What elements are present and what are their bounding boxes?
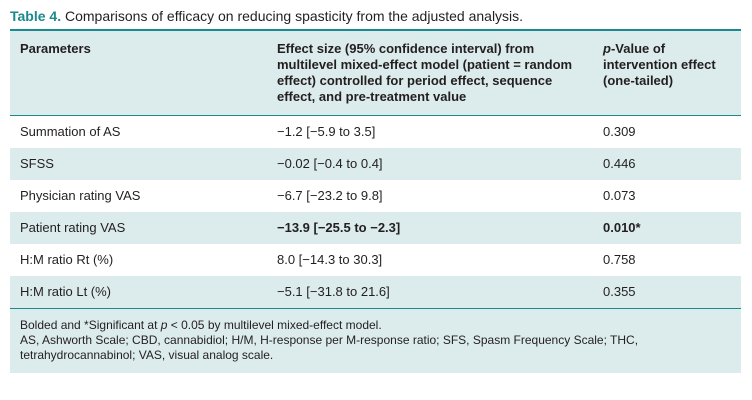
row-parameter: Physician rating VAS bbox=[20, 188, 141, 203]
row-effect: −5.1 [−31.8 to 21.6] bbox=[267, 276, 593, 309]
row-effect: 8.0 [−14.3 to 30.3] bbox=[277, 252, 383, 267]
table-number: Table 4. bbox=[10, 8, 62, 24]
table-row: Patient rating VAS −13.9 [−25.5 to −2.3]… bbox=[10, 212, 741, 244]
header-p-italic: p bbox=[603, 41, 611, 56]
row-p: 0.073 bbox=[603, 188, 636, 203]
table-row: Summation of AS −1.2 [−5.9 to 3.5] 0.309 bbox=[10, 116, 741, 149]
table-footnote: Bolded and *Significant at p < 0.05 by m… bbox=[10, 309, 741, 373]
header-row: Parameters Effect size (95% confidence i… bbox=[10, 31, 741, 116]
footnote-abbreviations: AS, Ashworth Scale; CBD, cannabidiol; H/… bbox=[20, 333, 639, 362]
header-p-value: p-Value of intervention effect (one-tail… bbox=[593, 31, 741, 116]
row-parameter: Summation of AS bbox=[20, 124, 121, 139]
table-row: H:M ratio Rt (%) 8.0 [−14.3 to 30.3] 0.7… bbox=[10, 244, 741, 276]
row-effect: −6.7 [−23.2 to 9.8] bbox=[277, 188, 383, 203]
header-effect-size: Effect size (95% confidence interval) fr… bbox=[267, 31, 593, 116]
row-effect-bold: −13.9 [−25.5 to −2.3] bbox=[267, 212, 593, 244]
table-container: Parameters Effect size (95% confidence i… bbox=[10, 29, 741, 373]
header-p-rest: -Value of intervention effect (one-taile… bbox=[603, 41, 716, 88]
table-title: Comparisons of efficacy on reducing spas… bbox=[64, 8, 524, 24]
efficacy-table: Parameters Effect size (95% confidence i… bbox=[10, 31, 741, 309]
footnote-p-italic: p bbox=[160, 318, 168, 332]
row-parameter: H:M ratio Lt (%) bbox=[10, 276, 267, 309]
row-parameter: Patient rating VAS bbox=[10, 212, 267, 244]
table-row: Physician rating VAS −6.7 [−23.2 to 9.8]… bbox=[10, 180, 741, 212]
footnote-significance: Bolded and *Significant at p < 0.05 by m… bbox=[20, 318, 731, 333]
row-p: 0.309 bbox=[603, 124, 636, 139]
table-row: H:M ratio Lt (%) −5.1 [−31.8 to 21.6] 0.… bbox=[10, 276, 741, 309]
footnote-text: Bolded and *Significant at bbox=[20, 318, 161, 332]
header-parameters: Parameters bbox=[10, 31, 267, 116]
row-parameter: SFSS bbox=[10, 148, 267, 180]
row-effect: −0.02 [−0.4 to 0.4] bbox=[267, 148, 593, 180]
table-row: SFSS −0.02 [−0.4 to 0.4] 0.446 bbox=[10, 148, 741, 180]
row-p: 0.446 bbox=[593, 148, 741, 180]
row-p-bold: 0.010* bbox=[593, 212, 741, 244]
row-effect: −1.2 [−5.9 to 3.5] bbox=[277, 124, 376, 139]
row-p: 0.758 bbox=[603, 252, 636, 267]
row-p: 0.355 bbox=[593, 276, 741, 309]
row-parameter: H:M ratio Rt (%) bbox=[20, 252, 114, 267]
footnote-text: < 0.05 by multilevel mixed-effect model. bbox=[167, 318, 382, 332]
table-caption: Table 4. Comparisons of efficacy on redu… bbox=[10, 7, 523, 25]
